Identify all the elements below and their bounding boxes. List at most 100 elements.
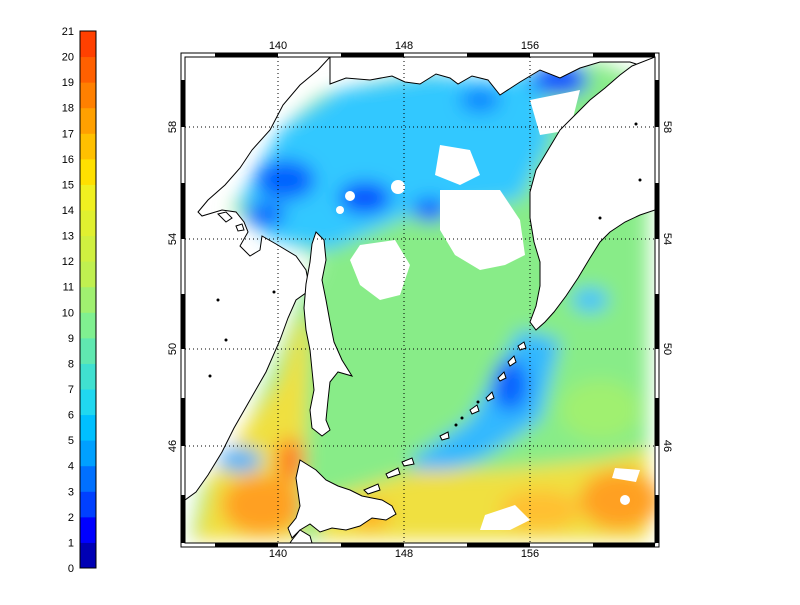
frame-segment [181, 183, 185, 239]
colorbar-cell [80, 31, 96, 58]
kamchatka [529, 57, 655, 331]
lat-label-left: 50 [167, 343, 179, 355]
colorbar-tick-label: 7 [68, 384, 74, 396]
colorbar-cell [80, 158, 96, 185]
missing-patch [345, 191, 355, 201]
map-plot-area [185, 57, 655, 543]
islet [638, 178, 642, 182]
colorbar-tick-label: 11 [63, 282, 74, 294]
colorbar-cells [80, 31, 96, 569]
lat-labels-right: 58 54 50 46 [661, 121, 673, 452]
colorbar-tick-label: 3 [68, 486, 74, 498]
lat-label-left: 54 [167, 233, 179, 245]
colorbar-tick-label: 13 [62, 231, 74, 243]
cold-patch-west [255, 160, 315, 200]
lat-labels-left: 58 54 50 46 [167, 121, 179, 452]
missing-patch [350, 240, 410, 300]
frame-segment [181, 398, 185, 446]
kuril-island [439, 431, 450, 441]
islet [454, 423, 458, 427]
colorbar-cell [80, 82, 96, 109]
cold-patch-central [339, 182, 391, 214]
sakhalin [303, 231, 354, 437]
islet [598, 216, 602, 220]
asian-mainland [185, 57, 331, 501]
lat-label-left: 58 [167, 121, 179, 133]
colorbar-cell [80, 414, 96, 441]
frame-segment [215, 53, 278, 57]
kuril-island [485, 391, 495, 402]
colorbar-tick-label: 9 [68, 333, 74, 345]
colorbar-cell [80, 184, 96, 211]
colorbar-cell [80, 235, 96, 262]
frame-segment [593, 543, 655, 547]
islet [476, 400, 480, 404]
colorbar-cell [80, 56, 96, 83]
colorbar-cell [80, 363, 96, 390]
frame-outer [180, 52, 660, 548]
warm-patch-tsushima [276, 438, 304, 482]
land-masses [185, 57, 655, 543]
mid-patch-pacific [560, 380, 640, 440]
missing-patch [620, 495, 630, 505]
lat-label-right: 46 [661, 440, 673, 452]
colorbar-cell [80, 542, 96, 569]
islet [216, 298, 220, 302]
colorbar-tick-label: 5 [68, 435, 74, 447]
kuril-island [507, 355, 517, 367]
frame-segment [341, 543, 404, 547]
frame-segment [655, 80, 659, 127]
colorbar-cell [80, 210, 96, 237]
colorbar-cell [80, 337, 96, 364]
graticule [185, 57, 655, 543]
frame-segment [593, 53, 655, 57]
colorbar-tick-label: 20 [62, 52, 74, 64]
lon-label-bottom: 148 [395, 548, 413, 560]
colorbar-tick-label: 21 [62, 26, 74, 38]
colorbar-tick-label: 8 [68, 358, 74, 370]
frame-segment [181, 294, 185, 349]
colorbar-cell [80, 440, 96, 467]
lon-labels-top: 140 148 156 [269, 40, 539, 52]
missing-patch [480, 505, 530, 530]
northern-cold-water [240, 70, 550, 250]
colorbar-cell [80, 133, 96, 160]
cold-patch-primorye [218, 448, 262, 472]
lon-label-top: 140 [269, 40, 287, 52]
colorbar-cell [80, 261, 96, 288]
map-frame [180, 52, 660, 548]
frame-segment [181, 80, 185, 127]
colorbar-tick-label: 12 [62, 256, 74, 268]
islet [460, 416, 464, 420]
colorbar-cell [80, 312, 96, 339]
frame-segment [215, 543, 278, 547]
okhotsk-north-shore [329, 57, 655, 96]
warm-patch-southeast [580, 470, 655, 530]
lat-label-left: 46 [167, 440, 179, 452]
lat-label-right: 58 [661, 121, 673, 133]
frame-segment [181, 495, 185, 543]
lon-label-bottom: 140 [269, 548, 287, 560]
colorbar-tick-label: 16 [62, 154, 74, 166]
colorbar-tick-label: 6 [68, 410, 74, 422]
kuril-island [469, 404, 480, 415]
frame-segment [655, 183, 659, 239]
islet [224, 338, 228, 342]
cold-patch-east [412, 198, 448, 222]
frame-inner [184, 56, 656, 544]
colorbar-tick-label: 14 [62, 205, 74, 217]
warm-patch-japan-sea [222, 475, 302, 535]
colorbar-tick-label: 4 [68, 461, 74, 473]
kuril-island [363, 483, 381, 495]
missing-patch [435, 145, 480, 185]
colorbar-tick-label: 19 [62, 77, 74, 89]
missing-patch [440, 190, 525, 270]
shantar-island [235, 223, 245, 232]
missing-patch [336, 206, 344, 214]
colorbar-cell [80, 516, 96, 543]
lon-label-top: 156 [521, 40, 539, 52]
